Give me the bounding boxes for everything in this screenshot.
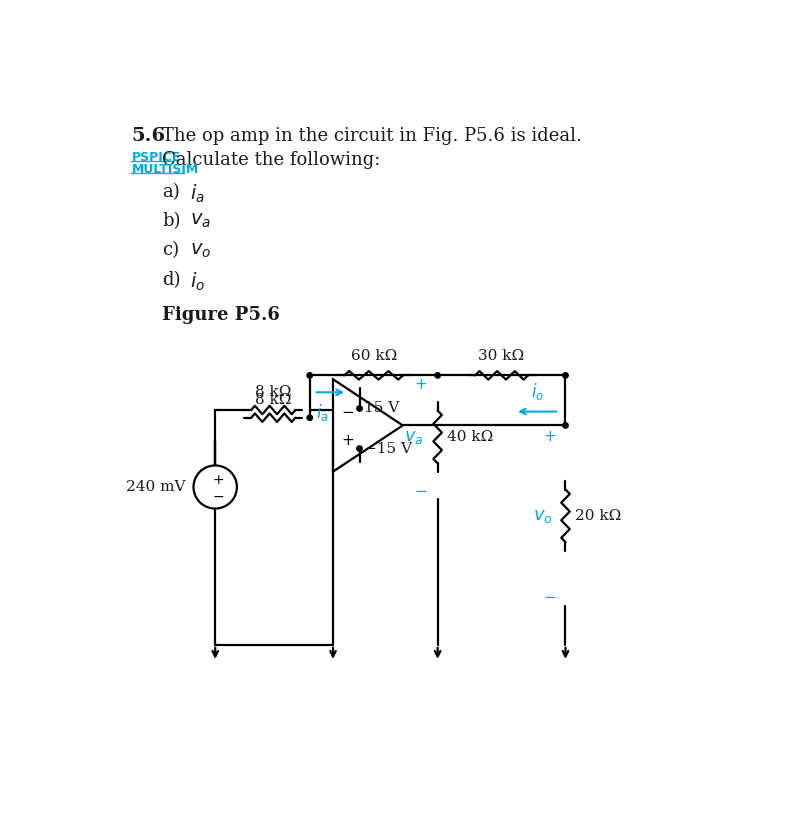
Text: 60 kΩ: 60 kΩ bbox=[350, 349, 397, 363]
Text: $+$: $+$ bbox=[212, 473, 224, 487]
Circle shape bbox=[307, 373, 312, 378]
Text: a): a) bbox=[162, 183, 180, 201]
Text: $v_o$: $v_o$ bbox=[532, 507, 552, 525]
Text: 20 kΩ: 20 kΩ bbox=[574, 509, 620, 523]
Text: d): d) bbox=[162, 271, 181, 289]
Text: $-$: $-$ bbox=[413, 482, 426, 497]
Circle shape bbox=[562, 423, 568, 428]
Text: $+$: $+$ bbox=[340, 434, 353, 448]
Text: $-$: $-$ bbox=[542, 588, 556, 603]
Circle shape bbox=[307, 415, 312, 420]
Text: $v_a$: $v_a$ bbox=[404, 428, 423, 446]
Text: $v_a$: $v_a$ bbox=[190, 212, 210, 231]
Text: 15 V: 15 V bbox=[364, 402, 399, 416]
Text: $+$: $+$ bbox=[542, 429, 556, 443]
Text: 30 kΩ: 30 kΩ bbox=[478, 349, 524, 363]
Text: $+$: $+$ bbox=[413, 377, 426, 392]
Circle shape bbox=[357, 446, 362, 452]
Circle shape bbox=[434, 373, 440, 378]
Text: $i_a$: $i_a$ bbox=[190, 183, 204, 205]
Text: 8 kΩ: 8 kΩ bbox=[255, 385, 291, 399]
Text: $i_o$: $i_o$ bbox=[530, 380, 543, 402]
Text: $i_o$: $i_o$ bbox=[190, 271, 205, 293]
Text: $-$: $-$ bbox=[212, 488, 224, 502]
Text: 8 kΩ: 8 kΩ bbox=[255, 393, 291, 407]
Text: 5.6: 5.6 bbox=[132, 128, 165, 146]
Text: $v_o$: $v_o$ bbox=[190, 241, 210, 259]
Circle shape bbox=[357, 406, 362, 411]
Text: c): c) bbox=[162, 241, 179, 259]
Text: b): b) bbox=[162, 212, 181, 230]
Text: Figure P5.6: Figure P5.6 bbox=[162, 306, 280, 324]
Text: 240 mV: 240 mV bbox=[126, 480, 185, 494]
Text: $-$: $-$ bbox=[340, 402, 353, 417]
Text: 40 kΩ: 40 kΩ bbox=[446, 430, 492, 444]
Text: $i_a$: $i_a$ bbox=[316, 402, 329, 423]
Text: Calculate the following:: Calculate the following: bbox=[162, 151, 381, 169]
Text: PSPICE: PSPICE bbox=[132, 151, 181, 164]
Text: −15 V: −15 V bbox=[364, 442, 412, 456]
Text: MULTISIM: MULTISIM bbox=[132, 163, 198, 176]
Text: The op amp in the circuit in Fig. P5.6 is ideal.: The op amp in the circuit in Fig. P5.6 i… bbox=[162, 128, 581, 146]
Circle shape bbox=[562, 373, 568, 378]
